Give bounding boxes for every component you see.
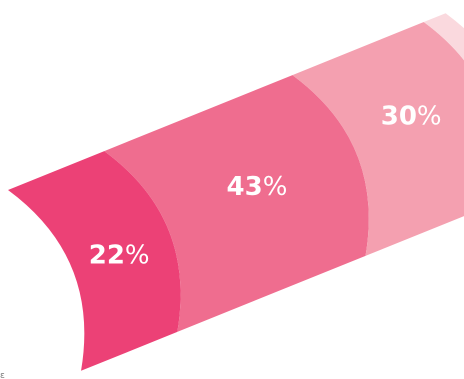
data-label-value: 22 <box>89 241 125 271</box>
band-segment-1 <box>8 151 181 371</box>
data-label-value: 43 <box>227 172 263 202</box>
data-label-unit: % <box>417 102 442 132</box>
edge-mark: ε <box>0 371 5 379</box>
data-label-value: 30 <box>381 102 417 132</box>
data-label-1: 22% <box>89 241 150 271</box>
band-segment-4 <box>423 13 464 61</box>
data-label-unit: % <box>125 241 150 271</box>
segment-labels: 22%43%30%5% <box>89 47 464 271</box>
band-segment-3 <box>292 22 464 256</box>
data-label-value: 5 <box>463 47 464 77</box>
stacked-band <box>8 13 464 371</box>
data-label-unit: % <box>263 172 288 202</box>
data-label-4: 5% <box>463 47 464 77</box>
band-segment-2 <box>104 75 369 332</box>
data-label-3: 30% <box>381 102 442 132</box>
data-label-2: 43% <box>227 172 288 202</box>
